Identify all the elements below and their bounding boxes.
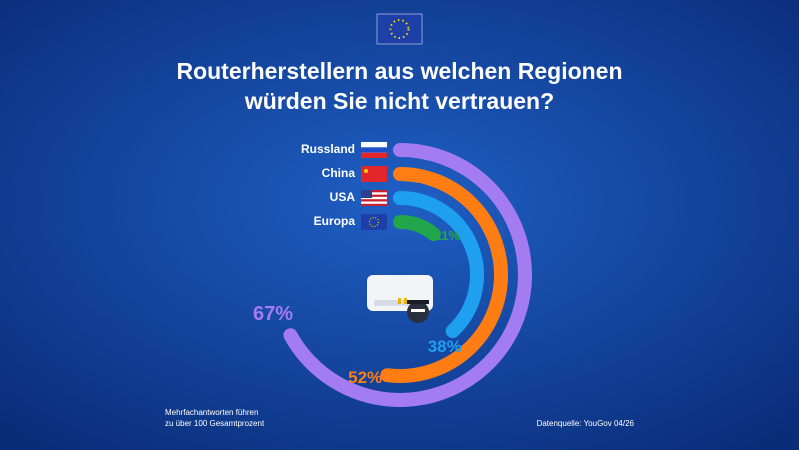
chart-title: Routerherstellern aus welchen Regionen — [176, 58, 622, 84]
footnote: zu über 100 Gesamtprozent — [165, 419, 265, 428]
value-label: 52% — [348, 368, 382, 387]
arc-bar — [393, 191, 484, 339]
value-label: 67% — [253, 303, 293, 325]
flags — [361, 142, 387, 230]
value-label: 38% — [428, 337, 462, 356]
legend-label: USA — [330, 190, 356, 204]
router-icon — [367, 275, 433, 323]
legend-label: Europa — [314, 214, 356, 228]
legend-label: Russland — [301, 142, 355, 156]
arc-bar — [380, 167, 508, 383]
chart-title: würden Sie nicht vertrauen? — [244, 88, 554, 114]
arc-bar — [393, 215, 441, 242]
source: Datenquelle: YouGov 04/26 — [537, 419, 635, 428]
value-label: 11% — [435, 228, 461, 243]
arc-bar — [283, 143, 532, 407]
eu-flag — [376, 13, 423, 45]
legend-label: China — [322, 166, 356, 180]
footnote: Mehrfachantworten führen — [165, 408, 258, 417]
